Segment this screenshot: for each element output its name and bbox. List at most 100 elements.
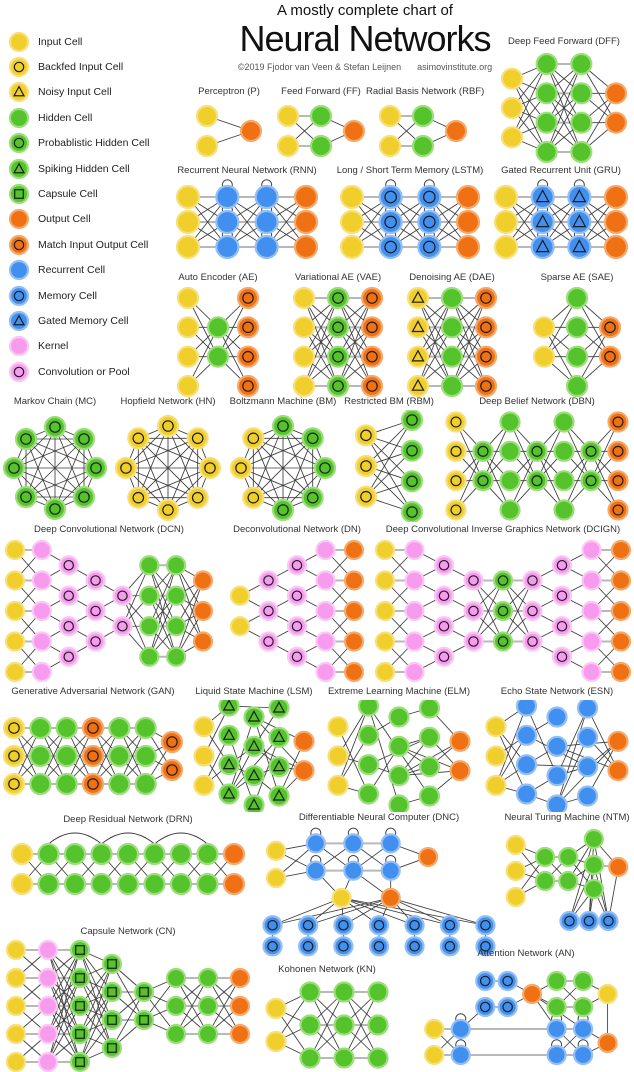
hidden-cell: [499, 440, 521, 462]
hidden-cell: [169, 872, 193, 896]
backfed-cell: [445, 411, 467, 433]
gated-cell: [8, 310, 30, 332]
output-cell: [293, 234, 319, 260]
hidden-cell: [139, 555, 160, 576]
legend-label-gated: Gated Memory Cell: [38, 314, 129, 327]
input-cell: [4, 631, 26, 652]
hidden-cell: [116, 872, 140, 896]
legend-item-backfed: Backfed Input Cell: [8, 54, 178, 79]
memory-cell: [404, 915, 425, 936]
memory-cell: [8, 285, 30, 306]
input-cell: [597, 983, 618, 1005]
ae-diagram: [176, 286, 260, 398]
hidden-cell: [583, 878, 604, 900]
match-cell: [607, 440, 629, 462]
dae-diagram: [406, 286, 498, 398]
prob-cell: [472, 470, 494, 492]
input-cell: [374, 600, 396, 622]
legend-label-capsule: Capsule Cell: [38, 188, 98, 201]
lsm-diagram: [193, 700, 315, 812]
backfed-cell: [445, 499, 467, 521]
memory-cell: [333, 936, 354, 957]
network-card-mc: Markov Chain (MC): [2, 396, 108, 522]
backfed-cell: [127, 427, 150, 450]
hidden-cell: [299, 1047, 321, 1069]
drn-diagram: [10, 832, 246, 896]
conv-cell: [58, 555, 79, 576]
kernel-cell: [37, 940, 59, 961]
kernel-cell: [315, 539, 336, 561]
prob-cell: [400, 470, 424, 493]
backfed-cell: [127, 486, 150, 509]
network-card-hn: Hopfield Network (HN): [112, 396, 224, 522]
conv-cell: [522, 570, 543, 591]
conv-cell: [522, 631, 543, 652]
hidden-cell: [309, 104, 333, 128]
match-cell: [474, 316, 498, 339]
legend-item-output: Output Cell: [8, 207, 178, 232]
input-cell: [374, 631, 396, 652]
hidden-cell: [570, 140, 593, 164]
recurrent-cell: [546, 706, 568, 728]
hidden-cell: [553, 499, 575, 521]
hidden-cell: [197, 995, 219, 1017]
legend-label-spiking: Spiking Hidden Cell: [38, 162, 130, 175]
hidden-cell: [570, 111, 593, 134]
match-cell: [236, 286, 260, 310]
hidden-cell: [299, 1014, 321, 1036]
hidden-cell: [418, 785, 441, 807]
output-cell: [293, 730, 315, 752]
conv-cell: [258, 600, 279, 622]
legend-item-kernel: Kernel: [8, 334, 178, 359]
prob-cell: [271, 414, 295, 438]
input-cell: [327, 716, 349, 738]
match-cell: [607, 499, 629, 521]
memory-cell: [378, 209, 403, 235]
network-title-ff: Feed Forward (FF): [281, 86, 361, 97]
spiking-cell-icon: [8, 158, 30, 179]
network-title-kn: Kohonen Network (KN): [278, 964, 376, 975]
input-cell: [5, 1023, 27, 1045]
recurrent-cell: [450, 1044, 471, 1066]
an-diagram: [424, 970, 618, 1066]
input-cell: [339, 234, 365, 260]
spiking-cell: [268, 726, 290, 748]
memory-cell: [475, 970, 496, 992]
output-cell: [380, 887, 401, 909]
input-cell: [10, 872, 34, 896]
match-cell: [360, 374, 384, 398]
network-title-rbm: Restricted BM (RBM): [344, 396, 434, 407]
hidden-cell: [565, 345, 589, 368]
conv-cell: [85, 631, 106, 652]
input-cell: [193, 716, 215, 738]
spiking-cell: [218, 724, 240, 746]
kernel-cell: [31, 600, 52, 622]
output-cell: [444, 119, 468, 143]
input-cell: [424, 1018, 445, 1040]
hidden-cell: [37, 872, 60, 896]
recurrent-cell: [215, 184, 240, 210]
input-cell: [500, 96, 524, 120]
hidden-cell: [534, 870, 556, 892]
kernel-cell-icon: [8, 336, 30, 357]
cn-diagram: [5, 940, 251, 1072]
hidden-cell: [583, 854, 604, 876]
input-cell: [5, 967, 27, 989]
conv-cell-icon: [8, 361, 30, 382]
site-link[interactable]: asimovinstitute.org: [417, 61, 493, 72]
input-cell: [4, 570, 26, 591]
hidden-cell: [440, 316, 464, 339]
kernel-cell: [37, 995, 59, 1017]
hidden-cell: [37, 842, 60, 866]
match-cell: [236, 316, 260, 339]
gated-cell: [530, 234, 555, 260]
input-cell: [176, 316, 200, 339]
input-cell: [176, 374, 200, 398]
recurrent-cell: [546, 794, 568, 812]
hidden-cell: [197, 1023, 219, 1045]
hidden-cell: [546, 970, 567, 992]
output-cell: [192, 631, 214, 652]
prob-cell: [43, 415, 67, 439]
conv-cell: [551, 585, 573, 606]
